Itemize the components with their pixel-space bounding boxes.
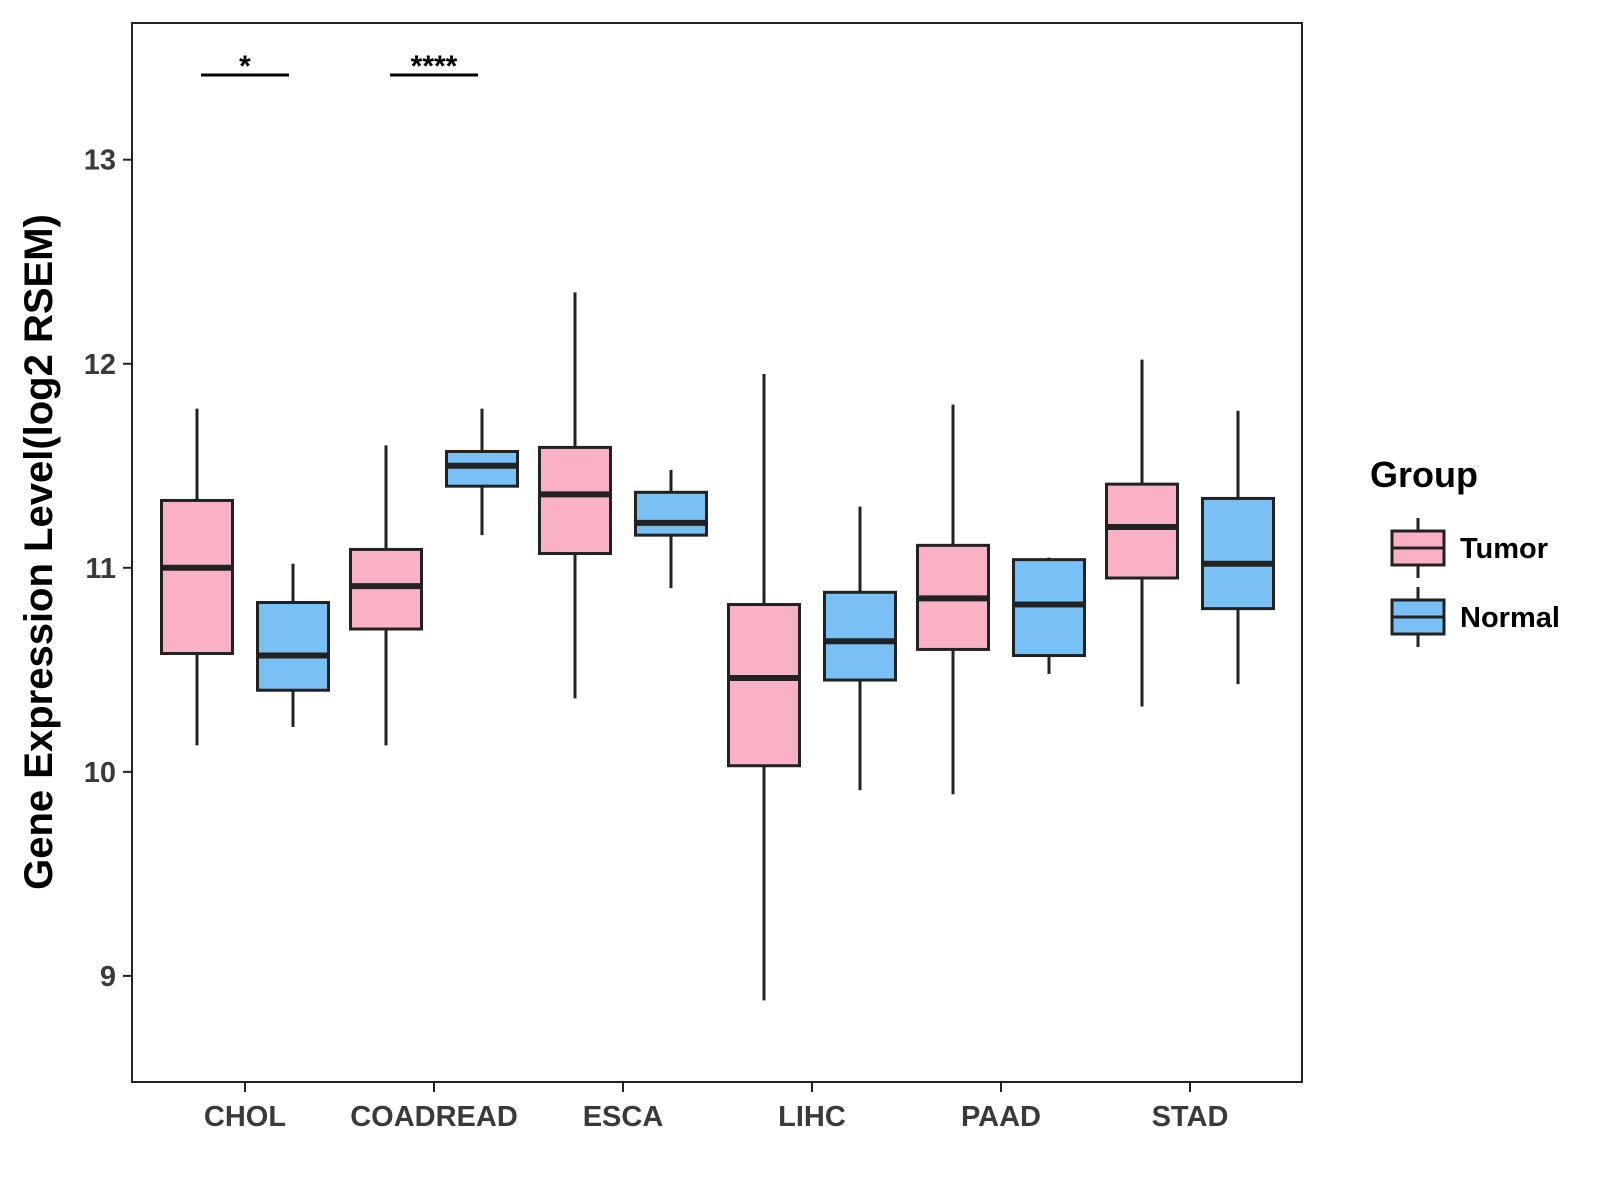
y-tick-label: 12 <box>84 349 116 381</box>
legend-item-normal: Normal <box>1390 587 1560 647</box>
x-tick-label: CHOL <box>204 1101 286 1133</box>
legend-label: Normal <box>1460 602 1560 634</box>
y-tick-label: 10 <box>84 757 116 789</box>
legend: Group Tumor Normal <box>1370 454 1560 647</box>
legend-title: Group <box>1370 454 1478 495</box>
y-tick-label: 13 <box>84 145 116 177</box>
x-tick-label: STAD <box>1152 1101 1229 1133</box>
boxes-layer <box>160 292 1275 1001</box>
box-normal-coadread <box>445 408 519 536</box>
x-tick-label: ESCA <box>583 1101 664 1133</box>
y-axis-label: Gene Expression Level(log2 RSEM) <box>17 214 61 890</box>
box-normal-stad <box>1201 410 1275 685</box>
box-tumor-lihc <box>727 373 801 1001</box>
y-tick-label: 11 <box>85 553 116 585</box>
box-tumor-stad <box>1105 359 1179 707</box>
box-iqr <box>727 603 801 768</box>
box-iqr <box>634 490 708 537</box>
box-tumor-coadread <box>349 445 423 746</box>
y-axis: 9 10 11 12 13 <box>84 145 132 993</box>
box-normal-lihc <box>823 506 897 791</box>
box-iqr <box>1105 482 1179 580</box>
significance-annotations: * **** <box>201 50 478 83</box>
x-axis: CHOL COADREAD ESCA LIHC PAAD STAD <box>204 1082 1228 1133</box>
box-normal-paad <box>1012 557 1086 674</box>
box-iqr <box>445 449 519 488</box>
box-tumor-esca <box>538 292 612 699</box>
box-normal-chol <box>256 563 330 727</box>
legend-item-tumor: Tumor <box>1390 518 1548 578</box>
box-iqr <box>256 600 330 692</box>
legend-label: Tumor <box>1460 533 1548 565</box>
x-tick-label: COADREAD <box>350 1101 518 1133</box>
box-iqr <box>823 590 897 682</box>
plot-panel-border <box>131 22 1303 1083</box>
box-iqr <box>1201 496 1275 611</box>
significance-label: * <box>239 50 251 83</box>
x-tick-label: LIHC <box>778 1101 846 1133</box>
box-iqr <box>349 547 423 631</box>
box-iqr <box>1012 558 1086 658</box>
box-normal-esca <box>634 469 708 589</box>
significance-label: **** <box>411 50 458 83</box>
x-tick-label: PAAD <box>961 1101 1041 1133</box>
box-iqr <box>538 445 612 556</box>
y-tick-label: 9 <box>100 961 116 993</box>
box-tumor-paad <box>916 404 990 795</box>
box-tumor-chol <box>160 408 234 746</box>
box-iqr <box>160 498 234 656</box>
